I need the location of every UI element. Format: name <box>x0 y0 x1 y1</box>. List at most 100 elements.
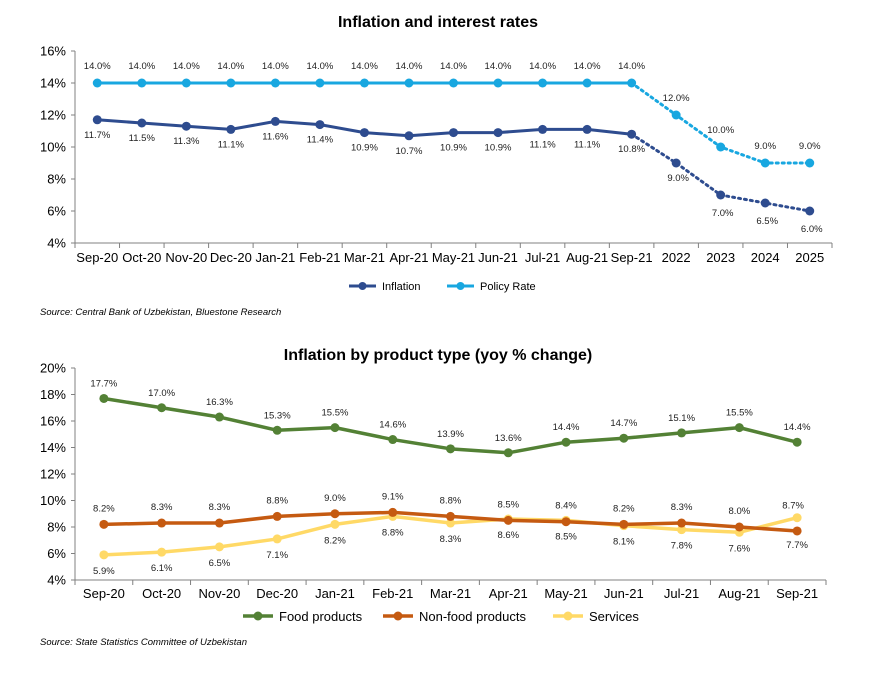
chart2-legend-marker-non-food-products <box>393 611 403 621</box>
chart1-data-label-inflation: 11.6% <box>262 131 289 142</box>
chart1-point-policy-rate <box>92 78 102 88</box>
chart2-x-tick-label: Oct-20 <box>142 586 181 601</box>
chart2-point-food-products <box>792 437 802 447</box>
chart1-data-label-policy-rate: 14.0% <box>262 61 289 72</box>
chart2-point-non-food-products <box>619 519 629 529</box>
chart2-data-label-services: 7.8% <box>671 541 693 552</box>
chart1-data-label-policy-rate: 9.0% <box>799 141 821 152</box>
chart1-data-label-policy-rate: 14.0% <box>485 61 512 72</box>
chart1-y-tick-label: 12% <box>40 108 66 123</box>
chart2-y-tick-label: 6% <box>47 546 66 561</box>
chart1-data-label-inflation: 10.8% <box>618 144 645 155</box>
chart2-data-label-services: 6.1% <box>151 563 173 574</box>
chart2-y-tick-label: 8% <box>47 520 66 535</box>
chart2-point-services <box>677 525 687 535</box>
chart2-point-food-products <box>561 437 571 447</box>
chart1-x-tick-label: Jul-21 <box>525 250 560 265</box>
chart2-x-tick-label: Nov-20 <box>198 586 240 601</box>
chart1-point-inflation <box>805 206 815 216</box>
chart1-source: Source: Central Bank of Uzbekistan, Blue… <box>40 307 281 318</box>
chart2-point-food-products <box>446 444 455 454</box>
chart1-x-tick-label: 2024 <box>751 250 780 265</box>
chart1-x-tick-label: Oct-20 <box>122 250 161 265</box>
chart2-legend-label-services: Services <box>589 609 639 624</box>
chart2-data-label-food-products: 15.5% <box>321 408 348 419</box>
chart2-point-services <box>214 542 224 552</box>
chart2-x-tick-label: Jan-21 <box>315 586 355 601</box>
chart2-point-services <box>330 519 340 529</box>
chart1-data-label-inflation: 10.9% <box>485 143 512 154</box>
chart1-point-inflation <box>716 190 726 200</box>
chart1-x-tick-label: Jan-21 <box>256 250 296 265</box>
chart2-data-label-non-food-products: 7.7% <box>786 540 808 551</box>
chart1-data-label-inflation: 9.0% <box>667 173 689 184</box>
chart1-x-tick-label: Apr-21 <box>389 250 428 265</box>
chart1-data-label-policy-rate: 14.0% <box>128 61 155 72</box>
chart2-x-tick-label: Feb-21 <box>372 586 413 601</box>
chart1-point-policy-rate <box>805 158 815 168</box>
chart1-point-policy-rate <box>270 78 280 88</box>
chart2-y-tick-label: 12% <box>40 467 66 482</box>
chart2-x-tick-label: Sep-20 <box>83 586 125 601</box>
chart2-point-non-food-products <box>157 518 167 528</box>
chart2-data-label-food-products: 17.0% <box>148 388 175 399</box>
chart1-point-inflation <box>315 120 325 130</box>
chart1-data-label-policy-rate: 9.0% <box>754 141 776 152</box>
chart1-y-tick-label: 4% <box>47 236 66 251</box>
chart1-point-inflation <box>582 124 592 134</box>
chart2-data-label-non-food-products: 8.3% <box>671 502 693 513</box>
chart2-data-label-food-products: 15.3% <box>264 410 291 421</box>
chart1-data-label-policy-rate: 14.0% <box>173 61 200 72</box>
chart1-point-inflation <box>493 128 503 138</box>
chart1-x-tick-label: May-21 <box>432 250 475 265</box>
chart2-legend-label-non-food-products: Non-food products <box>419 609 526 624</box>
chart1-x-tick-label: Aug-21 <box>566 250 608 265</box>
chart2-data-label-non-food-products: 8.8% <box>440 495 462 506</box>
chart1-data-label-policy-rate: 14.0% <box>306 61 333 72</box>
chart1-data-label-inflation: 6.0% <box>801 224 823 235</box>
chart1-point-policy-rate <box>671 110 681 120</box>
chart2-point-non-food-products <box>503 515 513 525</box>
chart1-data-label-inflation: 11.3% <box>173 136 200 147</box>
chart2-point-non-food-products <box>272 511 282 521</box>
chart2-point-services <box>99 550 109 560</box>
chart1-point-policy-rate <box>493 78 503 88</box>
chart2-point-services <box>157 547 167 557</box>
chart1-point-policy-rate <box>226 78 236 88</box>
chart2-data-label-non-food-products: 9.1% <box>382 491 404 502</box>
chart1-point-inflation <box>627 129 637 139</box>
chart2-x-tick-label: Jun-21 <box>604 586 644 601</box>
chart2-point-non-food-products <box>388 507 398 517</box>
chart1-data-label-inflation: 10.9% <box>440 143 467 154</box>
chart1-point-policy-rate <box>716 142 726 152</box>
chart2-x-tick-label: Aug-21 <box>718 586 760 601</box>
chart2-data-label-food-products: 17.7% <box>90 378 117 389</box>
chart1-point-policy-rate <box>359 78 369 88</box>
chart2-data-label-food-products: 14.7% <box>610 418 637 429</box>
chart1-y-tick-label: 14% <box>40 76 66 91</box>
chart2-point-food-products <box>503 448 513 458</box>
chart2-data-label-food-products: 14.4% <box>784 422 811 433</box>
chart2-x-tick-label: Sep-21 <box>776 586 818 601</box>
chart2-x-tick-label: Jul-21 <box>664 586 699 601</box>
chart1-y-tick-label: 6% <box>47 204 66 219</box>
chart2-x-tick-label: Mar-21 <box>430 586 471 601</box>
chart2-data-label-food-products: 16.3% <box>206 397 233 408</box>
chart2-point-food-products <box>734 423 744 433</box>
chart2-point-services <box>792 513 802 523</box>
chart2-y-tick-label: 18% <box>40 387 66 402</box>
chart1-data-label-policy-rate: 14.0% <box>351 61 378 72</box>
chart2-data-label-services: 8.2% <box>324 535 346 546</box>
chart1-point-policy-rate <box>582 78 592 88</box>
chart1-data-label-policy-rate: 14.0% <box>396 61 423 72</box>
chart2-data-label-food-products: 13.9% <box>437 429 464 440</box>
chart2-data-label-non-food-products: 8.5% <box>497 499 519 510</box>
chart1-data-label-policy-rate: 14.0% <box>529 61 556 72</box>
chart1-data-label-inflation: 11.4% <box>307 135 334 146</box>
chart1-data-label-policy-rate: 10.0% <box>707 125 734 136</box>
chart2-y-tick-label: 16% <box>40 414 66 429</box>
chart2-point-non-food-products <box>214 518 224 528</box>
chart2-legend-marker-food-products <box>253 611 263 621</box>
chart1-point-inflation <box>270 116 280 126</box>
chart2-point-food-products <box>619 433 629 443</box>
